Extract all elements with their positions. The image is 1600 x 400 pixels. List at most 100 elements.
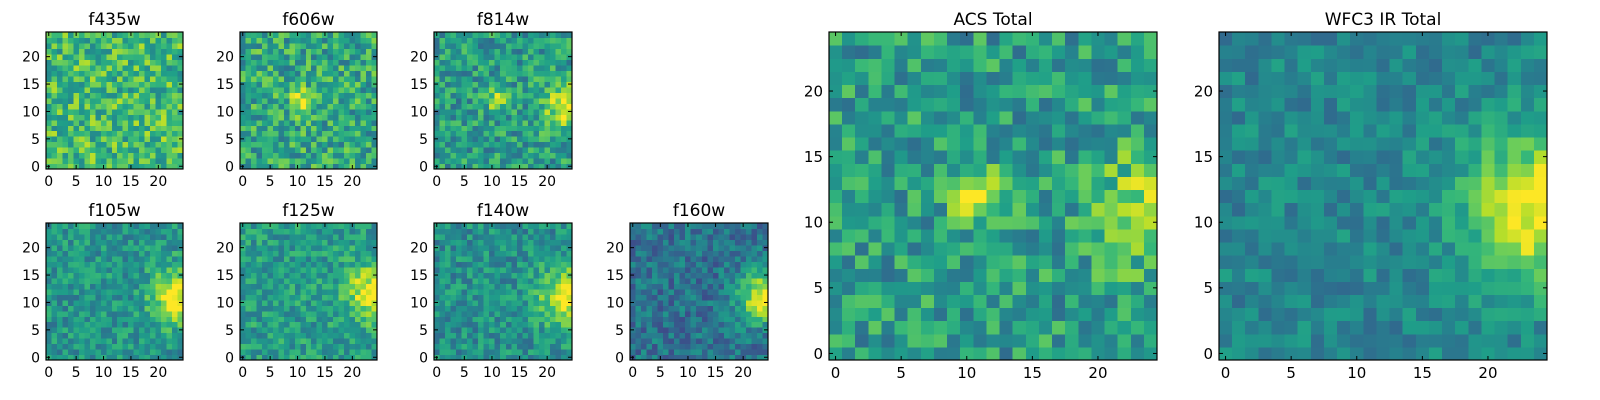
heatmap-cell [538, 64, 545, 71]
heatmap-cell [349, 294, 356, 301]
heatmap-cell [62, 277, 69, 284]
heatmap-cell [500, 223, 507, 230]
heatmap-cell [434, 288, 441, 295]
heatmap-cell [166, 277, 173, 284]
heatmap-cell [450, 316, 457, 323]
heatmap-cell [555, 152, 562, 159]
heatmap-cell [100, 152, 107, 159]
heatmap-cell [472, 97, 479, 104]
heatmap-cell [51, 103, 58, 110]
heatmap-cell [560, 108, 568, 115]
heatmap-cell [355, 321, 362, 328]
heatmap-cell [128, 130, 135, 137]
heatmap-cell [494, 59, 501, 66]
heatmap-cell [679, 272, 686, 279]
heatmap-cell [505, 283, 512, 290]
heatmap-cell [560, 42, 568, 50]
heatmap-cell [566, 266, 573, 273]
heatmap-cell [283, 299, 290, 306]
heatmap-cell [327, 332, 334, 339]
heatmap-cell [445, 136, 452, 143]
heatmap-cell [51, 338, 58, 345]
heatmap-cell [855, 202, 869, 217]
heatmap-cell [456, 48, 463, 55]
heatmap-cell [355, 266, 362, 273]
heatmap-cell [78, 136, 85, 143]
heatmap-cell [1130, 241, 1145, 256]
heatmap-cell [360, 37, 367, 44]
heatmap-cell [289, 48, 296, 55]
heatmap-cell [842, 150, 856, 164]
heatmap-cell [527, 147, 534, 154]
heatmap-cell [166, 288, 173, 295]
heatmap-cell [516, 53, 523, 60]
heatmap-cell [89, 261, 96, 268]
heatmap-cell [527, 288, 534, 295]
heatmap-cell [986, 294, 1001, 309]
heatmap-cell [128, 316, 135, 323]
heatmap-cell [371, 277, 378, 284]
heatmap-cell [674, 299, 681, 306]
x-tick-label: 20 [149, 174, 167, 190]
heatmap-cell [327, 37, 334, 44]
heatmap-cell [67, 288, 74, 295]
heatmap-cell [349, 136, 356, 143]
heatmap-cell [84, 354, 91, 361]
heatmap-cell [729, 327, 736, 334]
heatmap-cell [240, 250, 247, 257]
heatmap-cell [1065, 202, 1079, 217]
heatmap-cell [511, 103, 518, 110]
heatmap-cell [106, 321, 113, 328]
heatmap-cell [267, 255, 274, 262]
heatmap-cell [117, 277, 124, 284]
heatmap-cell [527, 299, 534, 306]
heatmap-cell [668, 316, 675, 323]
heatmap-cell [117, 261, 124, 268]
heatmap-cell [272, 321, 279, 328]
heatmap-cell [652, 338, 659, 345]
heatmap-cell [740, 294, 747, 301]
heatmap-cell [635, 349, 642, 356]
heatmap-cell [122, 141, 129, 148]
heatmap-cell [161, 266, 168, 273]
heatmap-cell [289, 97, 296, 104]
heatmap-cell [674, 266, 681, 273]
heatmap-cell [439, 321, 446, 328]
heatmap-cell [445, 283, 452, 290]
heatmap-cell [472, 272, 479, 279]
heatmap-cell [256, 239, 263, 246]
heatmap-cell [500, 327, 507, 334]
heatmap-cell [46, 305, 53, 312]
heatmap-cell [250, 349, 258, 356]
heatmap-cell [450, 32, 457, 39]
heatmap-cell [155, 86, 162, 93]
heatmap-cell [106, 136, 113, 143]
heatmap-cell [256, 332, 263, 339]
heatmap-cell [117, 114, 124, 121]
heatmap-cell [327, 86, 334, 93]
heatmap-cell [322, 103, 329, 110]
heatmap-cell [366, 59, 373, 66]
heatmap-cell [250, 48, 258, 55]
heatmap-cell [881, 255, 896, 269]
heatmap-cell [139, 147, 146, 154]
heatmap-cell [663, 338, 670, 345]
heatmap-cell [128, 272, 135, 279]
heatmap-cell [745, 228, 753, 235]
heatmap-cell [635, 305, 642, 312]
heatmap-cell [78, 32, 85, 39]
heatmap-cell [745, 321, 753, 328]
heatmap-cell [283, 223, 290, 230]
heatmap-cell [630, 239, 637, 246]
heatmap-cell [516, 42, 523, 50]
heatmap-cell [267, 338, 274, 345]
heatmap-cell [756, 250, 764, 257]
heatmap-cell [1025, 307, 1040, 322]
heatmap-cell [166, 261, 173, 268]
heatmap-cell [712, 349, 719, 356]
heatmap-cell [106, 75, 113, 82]
heatmap-cell [366, 321, 373, 328]
heatmap-cell [734, 255, 741, 262]
heatmap-cell [707, 354, 714, 361]
